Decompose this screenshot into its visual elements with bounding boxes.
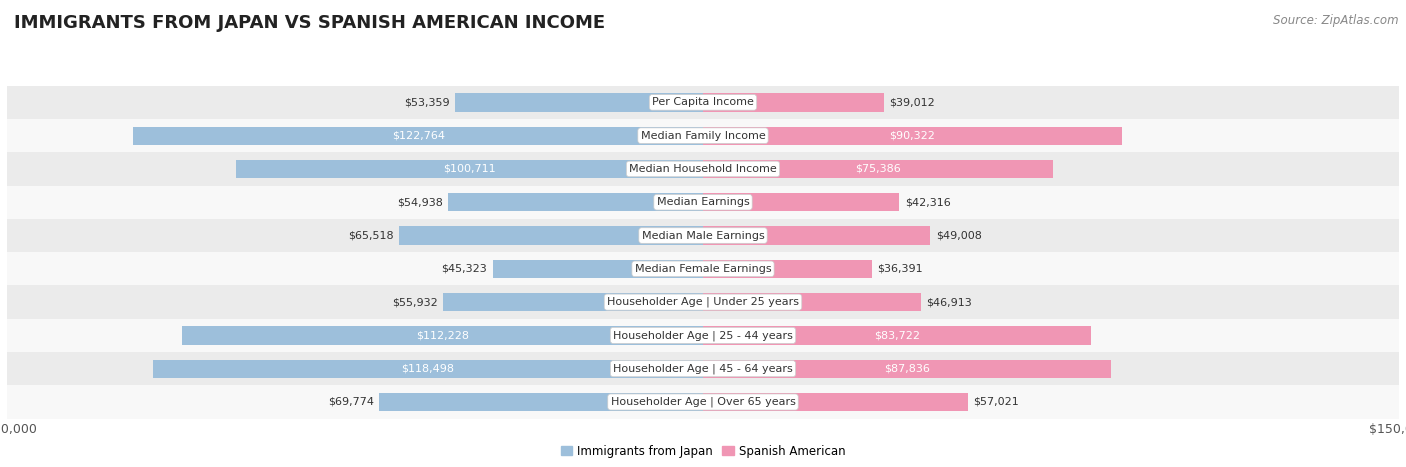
Text: $83,722: $83,722 (875, 331, 920, 340)
Bar (399, 226, 703, 245)
Text: $65,518: $65,518 (347, 231, 394, 241)
Bar (7, 352, 1399, 385)
Text: Median Female Earnings: Median Female Earnings (634, 264, 772, 274)
Bar (7, 319, 1399, 352)
Bar (134, 127, 703, 145)
Text: $118,498: $118,498 (402, 364, 454, 374)
Bar (7, 385, 1399, 418)
Text: $46,913: $46,913 (927, 297, 972, 307)
Bar (7, 119, 1399, 152)
Text: $69,774: $69,774 (328, 397, 374, 407)
Bar (7, 219, 1399, 252)
Text: $53,359: $53,359 (405, 98, 450, 107)
Text: $55,932: $55,932 (392, 297, 437, 307)
Bar (380, 393, 703, 411)
Legend: Immigrants from Japan, Spanish American: Immigrants from Japan, Spanish American (557, 441, 849, 461)
Text: $100,711: $100,711 (443, 164, 496, 174)
Text: Median Earnings: Median Earnings (657, 197, 749, 207)
Text: Source: ZipAtlas.com: Source: ZipAtlas.com (1274, 14, 1399, 27)
Bar (7, 285, 1399, 319)
Bar (703, 393, 967, 411)
Text: $39,012: $39,012 (890, 98, 935, 107)
Bar (703, 326, 1091, 345)
Text: $42,316: $42,316 (905, 197, 950, 207)
Text: Householder Age | Over 65 years: Householder Age | Over 65 years (610, 397, 796, 407)
Bar (703, 93, 884, 112)
Text: Median Family Income: Median Family Income (641, 131, 765, 141)
Bar (703, 193, 900, 212)
Bar (7, 152, 1399, 185)
Text: $57,021: $57,021 (973, 397, 1019, 407)
Text: $122,764: $122,764 (392, 131, 444, 141)
Bar (703, 360, 1111, 378)
Bar (703, 127, 1122, 145)
Bar (7, 86, 1399, 119)
Bar (449, 193, 703, 212)
Text: $90,322: $90,322 (890, 131, 935, 141)
Text: Per Capita Income: Per Capita Income (652, 98, 754, 107)
Text: IMMIGRANTS FROM JAPAN VS SPANISH AMERICAN INCOME: IMMIGRANTS FROM JAPAN VS SPANISH AMERICA… (14, 14, 605, 32)
Bar (7, 185, 1399, 219)
Text: $112,228: $112,228 (416, 331, 470, 340)
Text: Median Male Earnings: Median Male Earnings (641, 231, 765, 241)
Bar (153, 360, 703, 378)
Text: $87,836: $87,836 (884, 364, 929, 374)
Text: Householder Age | 45 - 64 years: Householder Age | 45 - 64 years (613, 363, 793, 374)
Bar (703, 160, 1053, 178)
Text: Householder Age | Under 25 years: Householder Age | Under 25 years (607, 297, 799, 307)
Bar (236, 160, 703, 178)
Bar (492, 260, 703, 278)
Bar (183, 326, 703, 345)
Text: $36,391: $36,391 (877, 264, 924, 274)
Text: $49,008: $49,008 (936, 231, 981, 241)
Bar (703, 293, 921, 311)
Text: Householder Age | 25 - 44 years: Householder Age | 25 - 44 years (613, 330, 793, 340)
Bar (703, 260, 872, 278)
Bar (443, 293, 703, 311)
Bar (703, 226, 931, 245)
Text: $45,323: $45,323 (441, 264, 486, 274)
Text: Median Household Income: Median Household Income (628, 164, 778, 174)
Text: $54,938: $54,938 (396, 197, 443, 207)
Bar (456, 93, 703, 112)
Text: $75,386: $75,386 (855, 164, 901, 174)
Bar (7, 252, 1399, 285)
